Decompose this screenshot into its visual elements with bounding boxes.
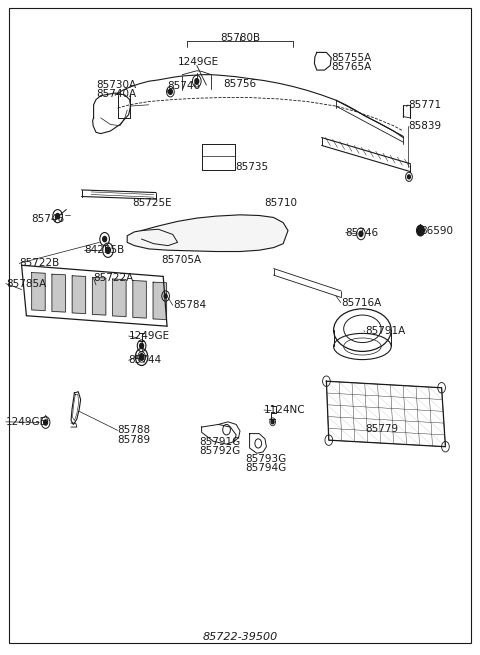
Text: 85722-39500: 85722-39500 — [203, 631, 277, 642]
Polygon shape — [127, 215, 288, 252]
Text: 85780B: 85780B — [220, 33, 260, 43]
Text: 85740A: 85740A — [96, 88, 136, 99]
Text: 85791G: 85791G — [199, 437, 240, 447]
Text: 85785A: 85785A — [6, 278, 46, 289]
Text: 85744: 85744 — [129, 355, 162, 365]
Text: 85765A: 85765A — [331, 62, 372, 72]
Circle shape — [408, 175, 410, 179]
Text: 85756: 85756 — [223, 79, 256, 89]
Text: 85722A: 85722A — [94, 273, 134, 284]
Text: 85730A: 85730A — [96, 80, 136, 90]
Text: 85794G: 85794G — [245, 462, 286, 473]
Circle shape — [195, 79, 199, 84]
Text: 85839: 85839 — [408, 121, 441, 131]
Text: 85789: 85789 — [118, 434, 151, 445]
Polygon shape — [133, 280, 146, 318]
Text: 85788: 85788 — [118, 425, 151, 436]
Text: 1249GE: 1249GE — [129, 331, 170, 341]
Polygon shape — [113, 279, 126, 316]
Text: 1249GE: 1249GE — [178, 57, 219, 67]
Text: 85746: 85746 — [31, 214, 64, 225]
Circle shape — [106, 247, 110, 253]
Polygon shape — [32, 272, 45, 310]
Text: 85716A: 85716A — [341, 297, 381, 308]
Text: 85791A: 85791A — [365, 326, 405, 337]
Circle shape — [103, 236, 107, 242]
Circle shape — [417, 225, 424, 236]
Text: 85784: 85784 — [173, 300, 206, 310]
Text: 85771: 85771 — [408, 100, 441, 110]
Circle shape — [139, 354, 144, 360]
Text: 85710: 85710 — [264, 198, 297, 208]
Text: 85725E: 85725E — [132, 198, 172, 208]
Text: 85793G: 85793G — [245, 453, 286, 464]
Text: 86590: 86590 — [420, 225, 453, 236]
Text: 85746: 85746 — [346, 227, 379, 238]
Text: 85746: 85746 — [167, 81, 200, 92]
Circle shape — [56, 214, 60, 219]
Polygon shape — [153, 282, 167, 320]
Circle shape — [44, 420, 48, 425]
Text: 85735: 85735 — [235, 162, 268, 172]
Text: 1249GE: 1249GE — [6, 417, 47, 427]
Text: 85779: 85779 — [365, 424, 398, 434]
Circle shape — [140, 343, 144, 348]
Circle shape — [164, 294, 167, 298]
Text: 85792G: 85792G — [199, 446, 240, 457]
Polygon shape — [72, 276, 85, 314]
Text: 85705A: 85705A — [161, 255, 201, 265]
Text: 85755A: 85755A — [331, 52, 372, 63]
Text: 1124NC: 1124NC — [264, 405, 306, 415]
Circle shape — [271, 420, 274, 424]
Text: 84255B: 84255B — [84, 245, 124, 255]
Circle shape — [168, 89, 172, 94]
Polygon shape — [92, 278, 106, 315]
Text: 85722B: 85722B — [19, 258, 60, 269]
Circle shape — [359, 231, 363, 236]
Polygon shape — [52, 274, 65, 312]
